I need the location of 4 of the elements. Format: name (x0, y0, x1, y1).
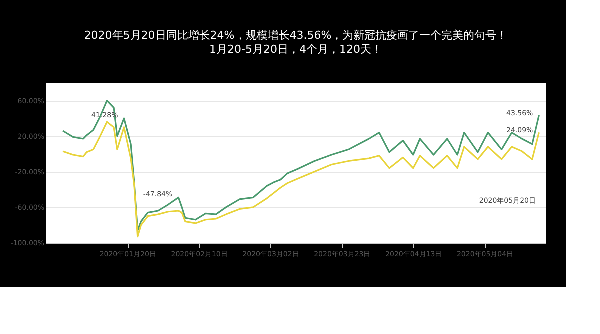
chart-subtitle: 1月20-5月20日，4个月，120天！ (210, 43, 382, 56)
line-series (62, 121, 540, 238)
chart-title: 2020年5月20日同比增长24%，规模增长43.56%，为新冠抗疫画了一个完美的句号！ (84, 29, 508, 42)
line-series (62, 100, 540, 232)
